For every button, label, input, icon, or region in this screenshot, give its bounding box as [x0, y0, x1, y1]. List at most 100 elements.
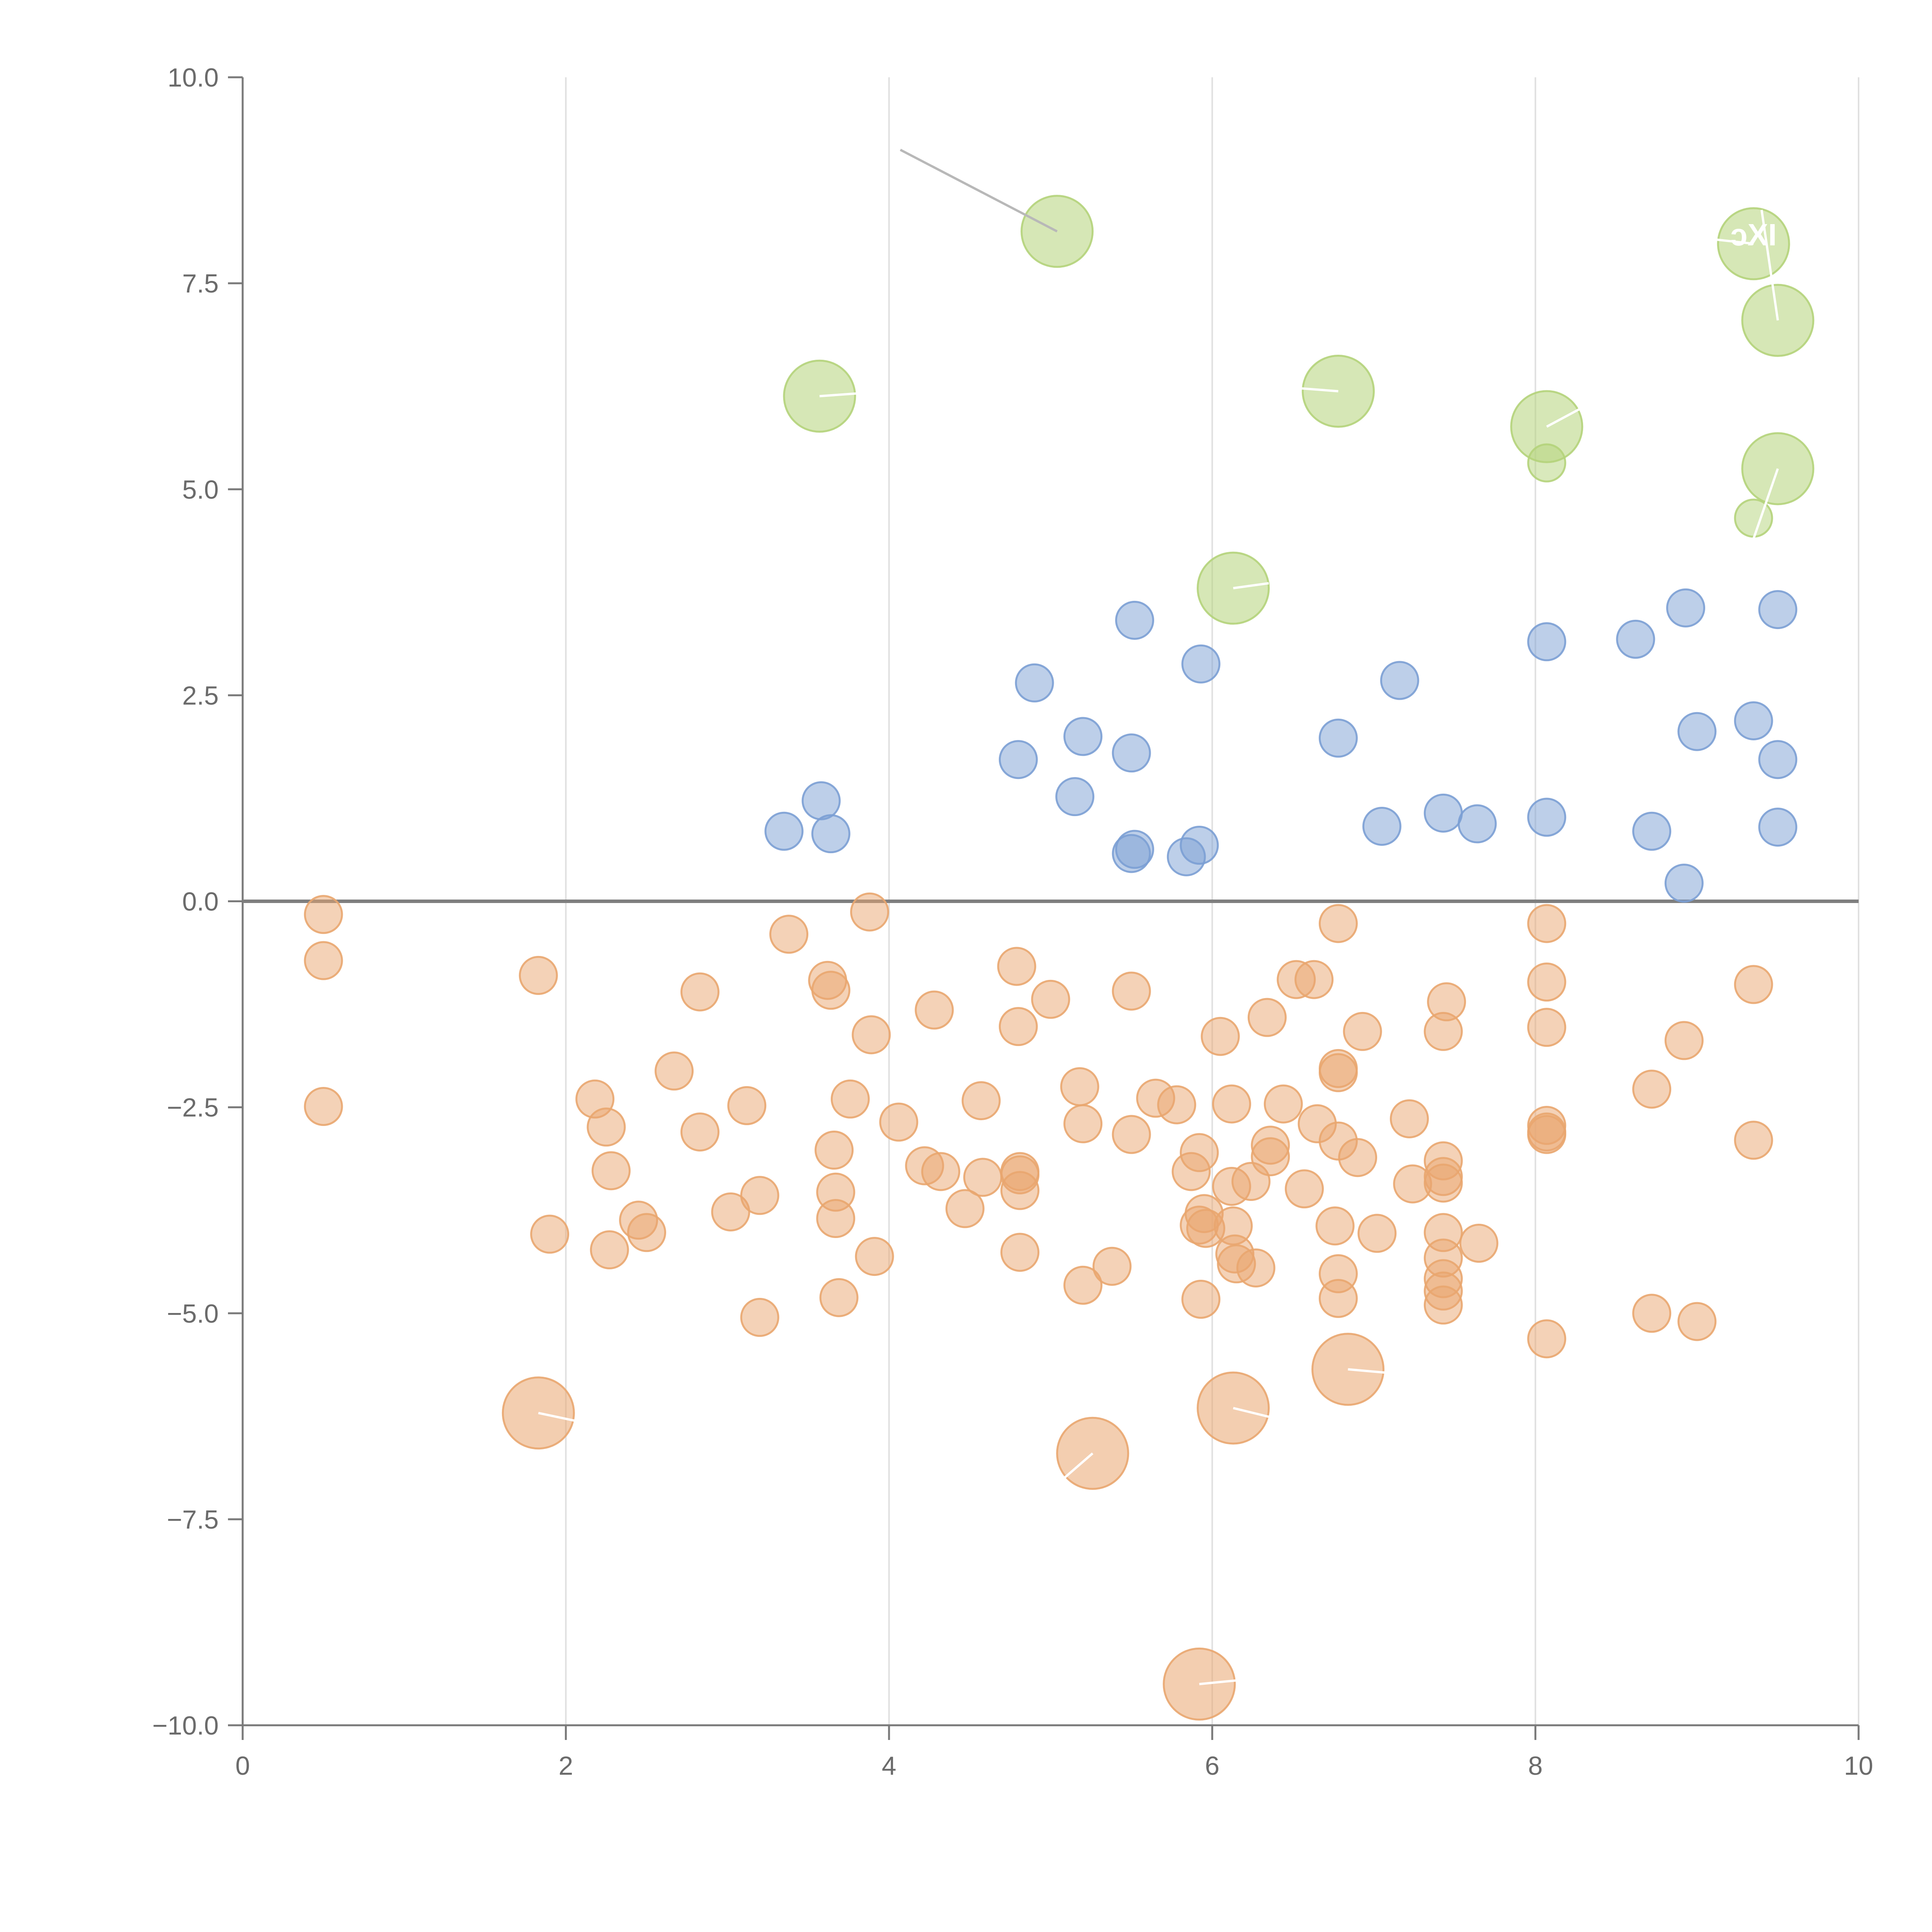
y-tick-label-3: 2.5: [182, 681, 219, 710]
point-negative-48: [1112, 1115, 1151, 1154]
point-negative-64: [1236, 1248, 1276, 1287]
point-positive-20: [1527, 798, 1566, 837]
point-negative-4: [530, 1214, 570, 1254]
point-negative-40: [1000, 1171, 1040, 1210]
point-negative-1: [304, 941, 343, 980]
point-negative-44: [1063, 1104, 1103, 1143]
point-negative-96: [1527, 904, 1566, 943]
point-negative-28: [855, 1237, 894, 1276]
point-negative-29: [879, 1102, 918, 1142]
point-negative-93: [1423, 1285, 1463, 1325]
point-negative-21: [815, 1131, 854, 1170]
point-negative-34: [961, 1081, 1001, 1121]
point-positive-0: [764, 811, 804, 851]
point-negative-20: [811, 971, 850, 1010]
point-negative-75: [1318, 1053, 1358, 1092]
point-positive-15: [1362, 806, 1401, 846]
point-positive-21: [1616, 619, 1655, 659]
point-negative-7: [591, 1151, 631, 1190]
point-positive-6: [1063, 717, 1103, 756]
point-negative-47: [1112, 971, 1151, 1011]
point-negative-52: [1180, 1133, 1219, 1172]
point-negative-27: [852, 1015, 891, 1054]
point-negative-50: [1157, 1085, 1196, 1124]
point-negative-26: [850, 892, 889, 932]
leader-line-10: [1233, 1407, 1277, 1420]
point-negative-94: [1427, 982, 1466, 1022]
point-positive-12: [1180, 825, 1219, 865]
point-negative-32: [921, 1152, 961, 1191]
point-negative-82: [1357, 1214, 1397, 1253]
point-positive-labeled-1: [1734, 498, 1773, 538]
point-negative-71: [1294, 960, 1334, 999]
point-negative-14: [711, 1192, 750, 1231]
point-positive-27: [1758, 590, 1798, 629]
point-positive-7: [1112, 733, 1151, 773]
point-positive-17: [1423, 793, 1463, 833]
point-positive-26: [1734, 701, 1773, 740]
point-negative-8: [590, 1230, 629, 1270]
leader-line-3: [1546, 408, 1580, 428]
point-positive-23: [1664, 864, 1704, 903]
point-negative-45: [1063, 1265, 1103, 1305]
point-negative-25: [830, 1079, 870, 1119]
point-negative-105: [1664, 1021, 1704, 1060]
point-negative-31: [915, 990, 954, 1030]
point-negative-37: [998, 1007, 1038, 1046]
point-negative-11: [655, 1051, 694, 1091]
points-layer: [304, 195, 1815, 1721]
point-negative-12: [680, 972, 720, 1012]
point-negative-97: [1527, 962, 1566, 1002]
point-negative-35: [963, 1158, 1002, 1197]
point-positive-10: [1115, 830, 1154, 869]
point-positive-29: [1758, 808, 1798, 847]
point-negative-41: [1000, 1233, 1040, 1272]
leader-line-11: [1348, 1368, 1385, 1374]
point-negative-57: [1201, 1017, 1240, 1056]
point-negative-107: [1734, 965, 1773, 1004]
point-positive-2: [811, 814, 850, 854]
y-tick-label-7: −7.5: [167, 1505, 219, 1534]
axis-layer: 0 2 4 6 8 10 10.0 7.5 5.0 2.5 0.0 −2.5 −5.0 −7.5 −10.0: [152, 63, 1873, 1781]
point-positive-4: [1015, 663, 1054, 702]
x-tick-label-0: 0: [235, 1751, 250, 1781]
y-tick-label-8: −10.0: [152, 1711, 219, 1740]
x-tick-label-2: 4: [882, 1751, 896, 1781]
point-negative-36: [997, 947, 1036, 986]
leader-line-2: [1220, 381, 1338, 393]
point-positive-5: [1055, 777, 1095, 816]
point-negative-13: [680, 1112, 720, 1152]
point-negative-43: [1060, 1067, 1099, 1106]
point-positive-19: [1527, 622, 1566, 662]
point-negative-104: [1632, 1294, 1672, 1333]
x-tick-label-4: 8: [1528, 1751, 1543, 1781]
point-negative-103: [1632, 1070, 1672, 1109]
point-positive-13: [1181, 644, 1221, 684]
point-negative-81: [1343, 1012, 1382, 1051]
point-positive-14: [1318, 718, 1358, 758]
point-positive-3: [998, 740, 1038, 779]
leader-line-0: [900, 148, 1058, 233]
point-positive-28: [1758, 740, 1798, 779]
leader-line-9: [1060, 1452, 1094, 1483]
leader-line-5: [1648, 231, 1754, 245]
point-positive-24: [1666, 588, 1706, 628]
point-negative-101: [1527, 1115, 1566, 1154]
point-negative-17: [740, 1176, 779, 1215]
label-layer: ɔXI: [538, 148, 1779, 1685]
point-negative-88: [1423, 1163, 1463, 1203]
point-negative-16: [740, 1298, 779, 1337]
point-negative-79: [1318, 904, 1358, 943]
point-negative-18: [769, 915, 809, 954]
point-negative-3: [519, 956, 558, 995]
point-negative-0: [304, 895, 343, 934]
point-positive-1: [801, 781, 841, 820]
point-negative-80: [1338, 1138, 1378, 1177]
point-negative-24: [819, 1278, 859, 1317]
point-positive-25: [1677, 712, 1717, 751]
x-tick-label-3: 6: [1205, 1751, 1219, 1781]
y-tick-label-0: 10.0: [168, 63, 219, 92]
leader-line-1: [819, 391, 876, 398]
y-tick-label-6: −5.0: [167, 1299, 219, 1328]
y-tick-label-2: 5.0: [182, 475, 219, 504]
